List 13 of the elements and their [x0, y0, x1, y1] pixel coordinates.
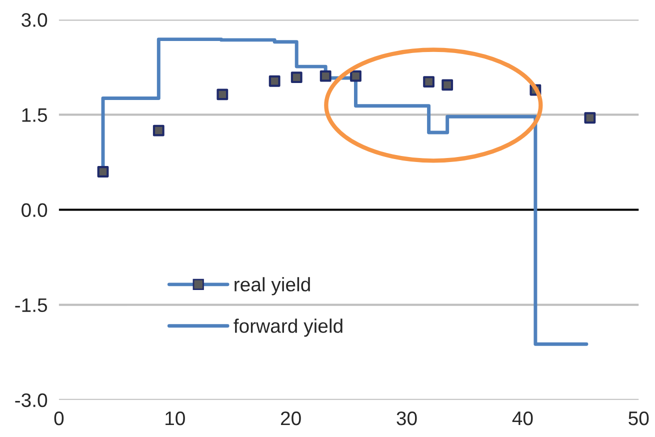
y-tick-label: 0.0 — [22, 203, 48, 217]
x-tick-label: 20 — [280, 411, 301, 426]
y-tick-label: 3.0 — [22, 13, 48, 27]
x-tick-label: 50 — [628, 411, 649, 426]
y-tick-label: -3.0 — [15, 393, 48, 408]
x-tick-label: 30 — [396, 411, 417, 426]
x-tick-label: 40 — [512, 411, 533, 426]
y-tick-label: -1.5 — [15, 298, 48, 312]
x-tick-label: 10 — [166, 411, 185, 426]
y-tick-label: 1.5 — [22, 108, 48, 122]
legend-label: forward yield — [234, 318, 342, 337]
x-tick-label: 0 — [54, 411, 64, 426]
legend-label: real yield — [234, 277, 310, 296]
